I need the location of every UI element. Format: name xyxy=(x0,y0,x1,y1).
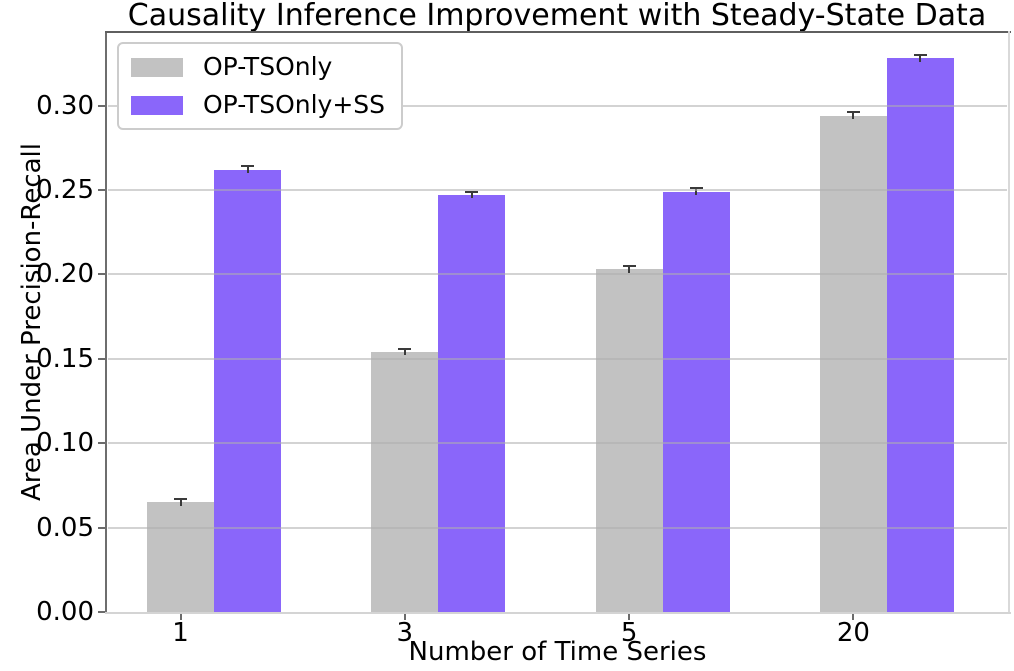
legend: OP-TSOnly OP-TSOnly+SS xyxy=(117,42,404,130)
y-tick-mark xyxy=(98,526,107,529)
error-bar-whisker xyxy=(179,498,182,506)
error-bar-whisker xyxy=(246,166,249,174)
chart-title: Causality Inference Improvement with Ste… xyxy=(127,0,987,33)
y-tick-label: 0.05 xyxy=(36,512,94,543)
gridline xyxy=(108,188,1007,191)
x-tick-mark xyxy=(852,614,855,620)
legend-item-op-tsonly: OP-TSOnly xyxy=(131,53,385,81)
error-bar-cap xyxy=(398,347,412,350)
error-bar-cap xyxy=(174,497,187,500)
y-tick-label: 0.00 xyxy=(36,597,94,627)
legend-item-op-tsonly-ss: OP-TSOnly+SS xyxy=(131,91,385,119)
error-bar-cap xyxy=(241,165,254,168)
x-tick-mark xyxy=(403,614,406,620)
x-tick-mark xyxy=(628,614,631,620)
legend-label: OP-TSOnly+SS xyxy=(203,90,386,119)
bar-op-tsonly-ss xyxy=(438,195,506,612)
gridline xyxy=(108,526,1007,529)
error-bar-whisker xyxy=(919,54,922,62)
gridline xyxy=(108,357,1007,360)
error-bar-cap xyxy=(913,53,927,56)
x-tick-label: 5 xyxy=(620,618,638,648)
y-tick-mark xyxy=(98,104,107,107)
error-bar-whisker xyxy=(628,265,631,273)
gridline xyxy=(108,104,1007,107)
legend-swatch-op-tsonly xyxy=(131,57,183,77)
plot-spine-top xyxy=(105,31,1011,33)
error-bar-whisker xyxy=(852,112,855,120)
bar-op-tsonly xyxy=(819,115,887,612)
x-tick-label: 20 xyxy=(836,618,870,648)
y-tick-mark xyxy=(98,188,107,191)
plot-spine-bottom xyxy=(105,612,1011,614)
y-tick-label: 0.20 xyxy=(36,259,94,290)
bar-op-tsonly-ss xyxy=(662,191,730,612)
gridline xyxy=(108,273,1007,276)
legend-label: OP-TSOnly xyxy=(203,52,333,81)
y-tick-mark xyxy=(98,442,107,445)
error-bar-cap xyxy=(846,111,860,114)
x-tick-mark xyxy=(179,614,182,620)
y-tick-mark xyxy=(98,357,107,360)
legend-swatch-op-tsonly-ss xyxy=(131,95,183,115)
plot-spine-right xyxy=(1008,31,1010,614)
error-bar-cap xyxy=(622,264,636,267)
x-tick-label: 1 xyxy=(172,618,189,648)
error-bar-cap xyxy=(689,187,703,190)
y-tick-mark xyxy=(98,611,107,613)
bar-op-tsonly xyxy=(595,269,663,612)
error-bar-whisker xyxy=(695,188,698,196)
plot-spine-left xyxy=(105,31,107,614)
bar-op-tsonly-ss xyxy=(886,58,954,612)
y-tick-mark xyxy=(98,273,107,276)
y-tick-label: 0.25 xyxy=(36,174,94,205)
bar-op-tsonly-ss xyxy=(214,169,281,612)
y-tick-label: 0.10 xyxy=(36,428,94,459)
x-axis-label: Number of Time Series xyxy=(408,637,707,667)
error-bar-whisker xyxy=(470,191,473,199)
bar-op-tsonly xyxy=(147,502,214,612)
bar-op-tsonly xyxy=(371,352,439,612)
x-tick-label: 3 xyxy=(396,618,414,648)
error-bar-whisker xyxy=(403,348,406,356)
y-tick-label: 0.15 xyxy=(36,343,94,374)
error-bar-cap xyxy=(465,190,479,193)
gridline xyxy=(108,442,1007,445)
y-tick-label: 0.30 xyxy=(36,90,94,121)
